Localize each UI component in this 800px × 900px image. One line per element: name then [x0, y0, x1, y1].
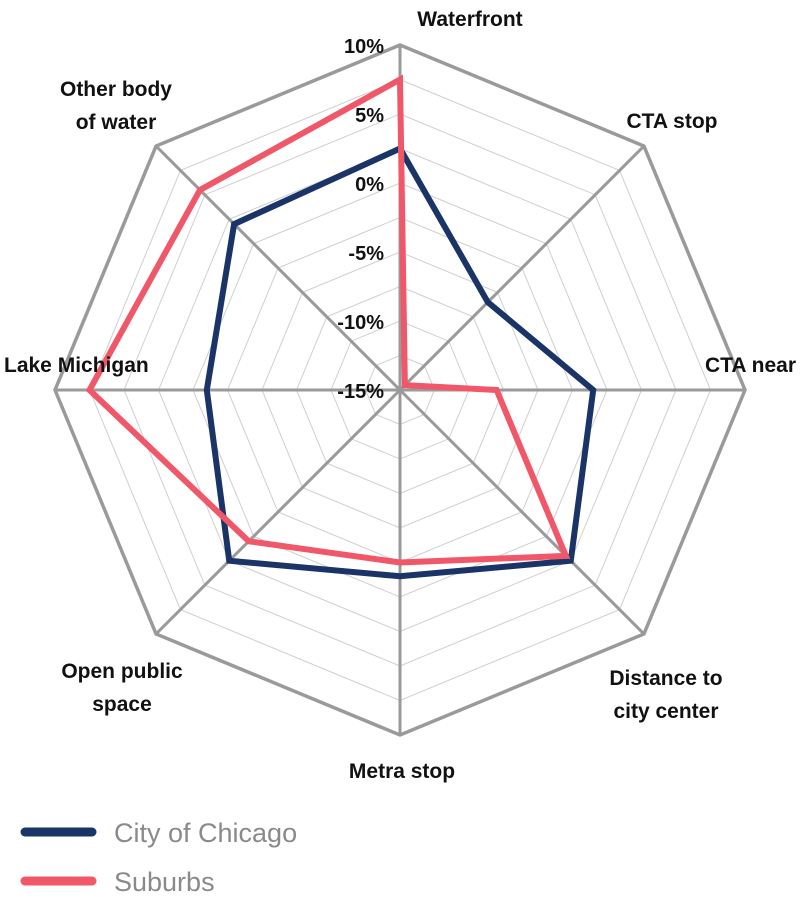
series-suburbs-line	[85, 74, 571, 566]
legend: City of Chicago Suburbs	[20, 818, 297, 897]
legend-label-chicago: City of Chicago	[114, 818, 297, 848]
axis-label-metra-stop-line: Metra stop	[349, 760, 455, 783]
axis-label-other-body-of-water-line: of water	[76, 111, 157, 134]
tick-label: -10%	[337, 312, 384, 334]
axis-label-open-public-space: Open public space	[61, 660, 183, 716]
axis-label-open-public-space-line: space	[92, 693, 152, 716]
spoke-distance-to-city-center	[398, 388, 646, 636]
axis-label-other-body-of-water-line: Other body	[60, 78, 172, 101]
axis-label-cta-stop: CTA stop	[627, 110, 718, 133]
spoke-open-public-space	[154, 388, 402, 636]
axis-label-distance-to-city-center-line: city center	[613, 700, 718, 723]
tick-label: 5%	[355, 105, 384, 127]
tick-label: -15%	[337, 381, 384, 403]
axis-label-metra-stop: Metra stop	[349, 760, 455, 783]
axis-label-waterfront: Waterfront	[417, 8, 522, 31]
series-chicago-line	[203, 144, 597, 580]
axis-label-cta-stop-line: CTA stop	[627, 110, 718, 133]
legend-item-chicago: City of Chicago	[20, 818, 297, 848]
axis-label-waterfront-line: Waterfront	[417, 8, 522, 31]
axis-label-other-body-of-water: Other body of water	[60, 78, 172, 134]
spoke-cta-stop	[398, 144, 646, 392]
axis-labels: Waterfront CTA stop CTA near Distance to cit…	[4, 8, 796, 783]
axis-label-lake-michigan: Lake Michigan	[4, 354, 149, 377]
radar-series	[85, 74, 597, 580]
legend-label-suburbs: Suburbs	[114, 867, 215, 897]
legend-item-suburbs: Suburbs	[20, 867, 215, 897]
axis-label-distance-to-city-center: Distance to city center	[609, 667, 722, 723]
tick-label: -5%	[348, 243, 384, 265]
axis-label-open-public-space-line: Open public	[61, 660, 183, 683]
tick-label: 10%	[344, 36, 384, 58]
radar-spokes	[55, 45, 745, 735]
axis-label-distance-to-city-center-line: Distance to	[609, 667, 722, 690]
tick-label: 0%	[355, 174, 384, 196]
axis-label-lake-michigan-line: Lake Michigan	[4, 354, 149, 377]
radial-tick-labels: -15% -10% -5% 0% 5% 10%	[337, 36, 384, 403]
axis-label-cta-near: CTA near	[705, 354, 796, 377]
spoke-other-body-of-water	[154, 144, 402, 392]
axis-label-cta-near-line: CTA near	[705, 354, 796, 377]
